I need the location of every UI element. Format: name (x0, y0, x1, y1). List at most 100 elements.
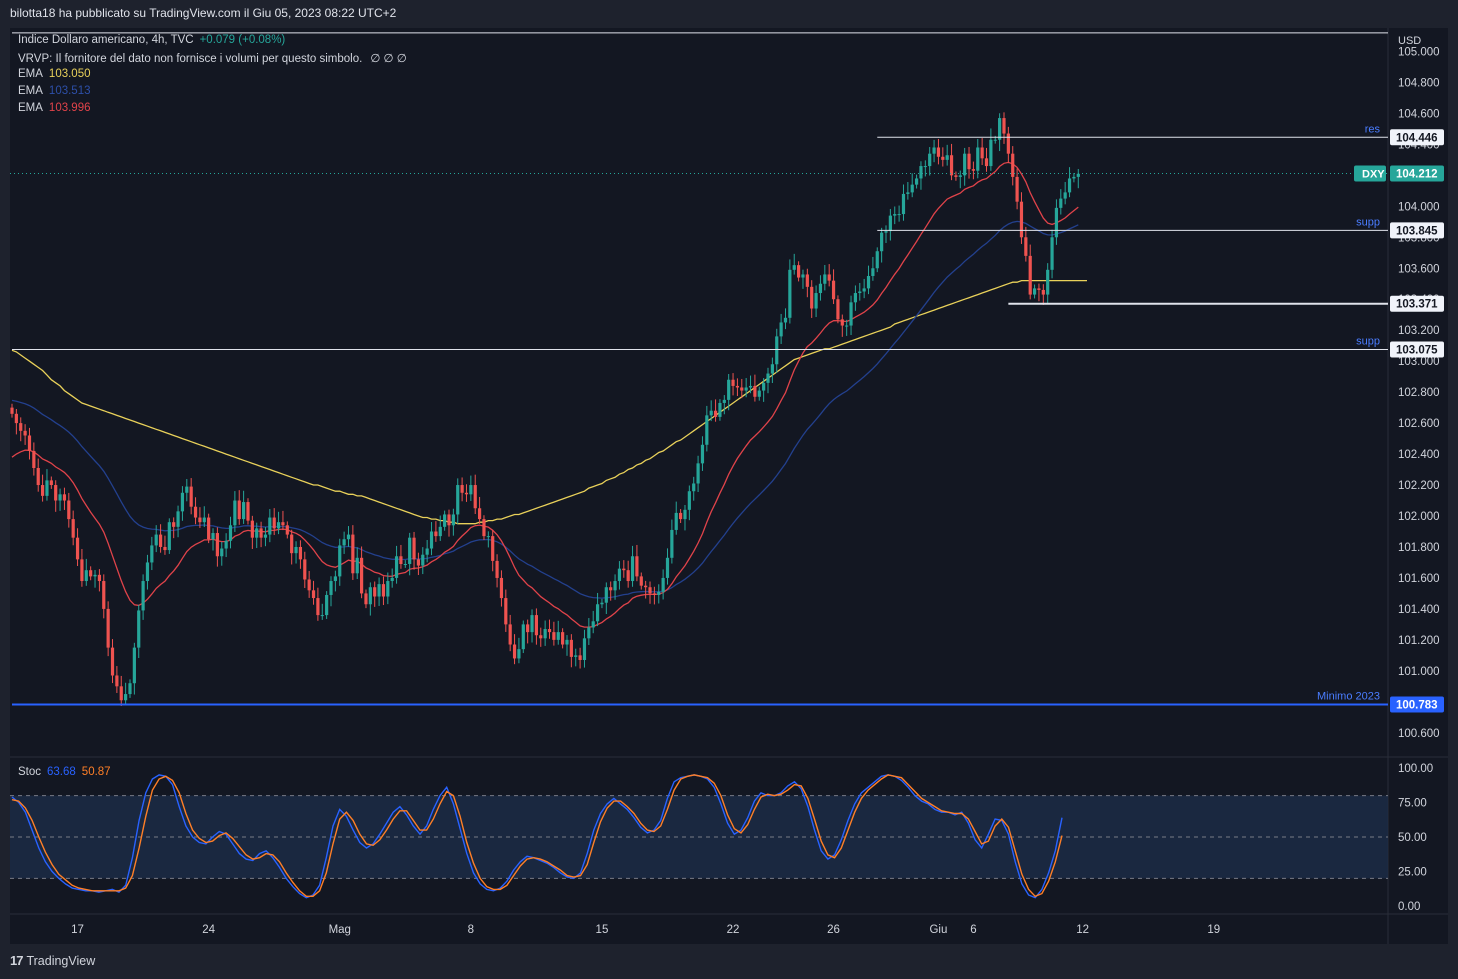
candle-body (797, 265, 801, 278)
candle-body (954, 175, 958, 177)
price-tick-label: 104.000 (1398, 201, 1440, 213)
candle-body (1072, 176, 1076, 179)
candle-body (893, 214, 897, 216)
candle-body (1019, 201, 1024, 238)
candle-body (377, 584, 381, 597)
legend-ema-2[interactable]: EMA 103.513 (18, 85, 91, 97)
candle-body (831, 280, 836, 300)
candle-body (932, 147, 936, 154)
time-tick-label: 8 (468, 924, 474, 936)
candle-body (237, 500, 241, 520)
candle-body (591, 621, 595, 628)
candle-body (360, 557, 364, 594)
candle-body (713, 410, 718, 417)
candle-body (914, 178, 919, 185)
candle-body (998, 118, 1002, 140)
ema-layer (11, 161, 1087, 628)
candle-body (534, 615, 538, 636)
candle-body (526, 624, 530, 633)
candle-body (670, 529, 674, 558)
candle-body (202, 517, 206, 523)
candle-body (727, 379, 731, 400)
candle-body (180, 492, 185, 512)
candle-body (416, 559, 421, 566)
candle-body (36, 468, 40, 486)
chart-frame[interactable]: res supp supp Minimo 2023 105.000 104.800 104… (10, 28, 1448, 944)
candle-body (517, 649, 521, 659)
chart-canvas[interactable]: res supp supp Minimo 2023 105.000 104.800 104… (10, 28, 1448, 944)
horizontal-line-label: supp (1356, 336, 1380, 348)
candle-body (744, 387, 748, 391)
stoch-tick-label: 25.00 (1398, 867, 1427, 879)
legend-vrvp-marks: ∅ ∅ ∅ (370, 53, 407, 65)
candle-body (45, 480, 49, 496)
legend-ema-label: EMA (18, 85, 43, 97)
legend-change: +0.079 (+0.08%) (199, 34, 286, 46)
legend-stoch-k: 63.68 (47, 766, 76, 778)
candle-body (644, 585, 648, 588)
candle-body (333, 576, 337, 582)
candle-body (665, 557, 670, 578)
candle-body (757, 390, 761, 397)
candle-body (748, 385, 753, 388)
candle-body (381, 584, 386, 597)
candle-body (810, 286, 814, 309)
candle-body (993, 139, 997, 141)
ema-200-line (11, 279, 1087, 525)
candle-body (740, 387, 744, 391)
legend-symbol[interactable]: Indice Dollaro americano, 4h, TVC +0.079 … (18, 34, 285, 46)
candle-body (390, 577, 394, 582)
price-tick-label: 101.600 (1398, 573, 1440, 585)
legend-vrvp[interactable]: VRVP: Il fornitore del dato non fornisce… (18, 51, 407, 65)
grid-layer (10, 28, 1448, 944)
candle-body (622, 568, 626, 571)
candle-body (67, 500, 71, 520)
candle-body (150, 545, 154, 563)
price-tick-label: 102.400 (1398, 449, 1440, 461)
candle-body (818, 283, 823, 294)
candle-body (1041, 289, 1045, 295)
candle-body (609, 587, 613, 591)
price-tick-label: 105.000 (1398, 46, 1440, 58)
legend-ema-2-value: 103.513 (48, 85, 91, 97)
candle-body (888, 215, 892, 232)
candle-body (1063, 192, 1067, 199)
candle-body (268, 517, 272, 535)
legend-ema-1-value: 103.050 (48, 68, 91, 80)
candle-body (163, 546, 167, 551)
candle-body (115, 675, 119, 687)
candle-body (355, 557, 359, 574)
legend-ema-3[interactable]: EMA 103.996 (18, 102, 91, 114)
candle-body (639, 576, 643, 586)
candle-body (709, 410, 713, 416)
stoch-tick-label: 100.00 (1398, 763, 1433, 775)
candle-body (124, 694, 128, 701)
candle-body (582, 638, 587, 660)
price-tick-label: 101.400 (1398, 604, 1440, 616)
candle-body (311, 590, 316, 599)
candle-body (429, 531, 434, 549)
legend-stoch-d: 50.87 (81, 766, 111, 778)
candle-body (783, 317, 788, 323)
candle-body (853, 293, 858, 303)
time-tick-label: 15 (596, 924, 609, 936)
candle-body (477, 508, 482, 520)
candle-body (207, 517, 211, 540)
candle-body (613, 581, 617, 591)
ema-50-line (11, 220, 1079, 599)
candle-body (792, 265, 796, 270)
time-tick-label: 12 (1076, 924, 1089, 936)
candle-body (901, 193, 906, 215)
legend-ema-1[interactable]: EMA 103.050 (18, 68, 91, 80)
candle-body (71, 519, 75, 538)
candle-body (215, 533, 219, 557)
footer-brand[interactable]: 17 TradingView (10, 953, 95, 968)
legend-stoch[interactable]: Stoc 63.68 50.87 (18, 766, 111, 778)
candle-body (259, 528, 263, 538)
legend-stoch-label: Stoc (18, 766, 42, 778)
candle-body (871, 268, 875, 276)
candle-body (840, 319, 844, 326)
price-tick-label: 103.000 (1398, 356, 1440, 368)
candle-body (989, 139, 993, 167)
time-tick-label: 22 (727, 924, 740, 936)
